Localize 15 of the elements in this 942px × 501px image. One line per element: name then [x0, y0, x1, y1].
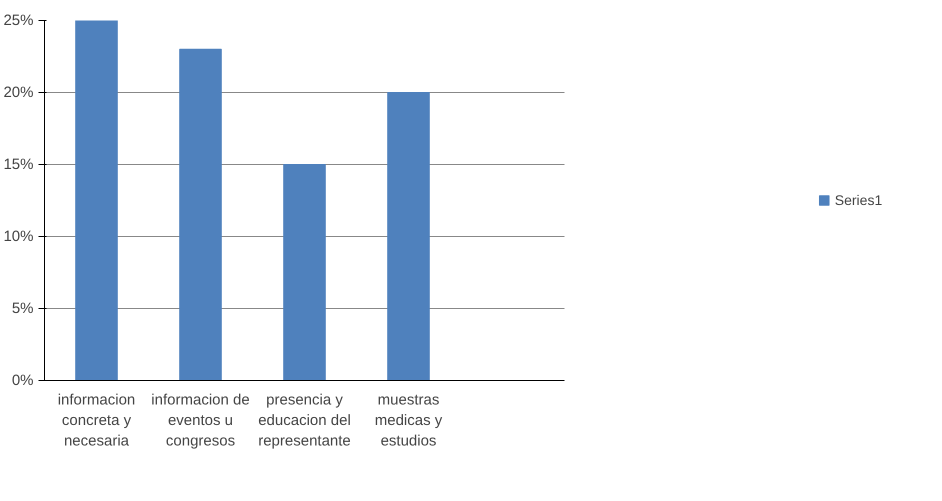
bar	[179, 48, 222, 380]
x-tick-label: presencia y educacion del representante	[258, 392, 351, 450]
bar	[283, 164, 326, 380]
bar	[387, 92, 430, 380]
y-tick-label: 5%	[12, 300, 34, 317]
legend-label: Series1	[834, 192, 882, 208]
bar	[75, 20, 118, 380]
y-tick-label: 25%	[3, 12, 34, 29]
x-tick-label: muestras medicas y estudios	[374, 392, 443, 450]
y-tick-label: 20%	[3, 84, 34, 101]
y-tick-label: 15%	[3, 156, 34, 173]
y-tick-label: 10%	[3, 228, 34, 245]
x-tick-label: informacion concreta y necesaria	[58, 392, 136, 450]
y-tick-label: 0%	[12, 372, 34, 389]
x-tick-label: informacion de eventos u congresos	[151, 392, 250, 450]
